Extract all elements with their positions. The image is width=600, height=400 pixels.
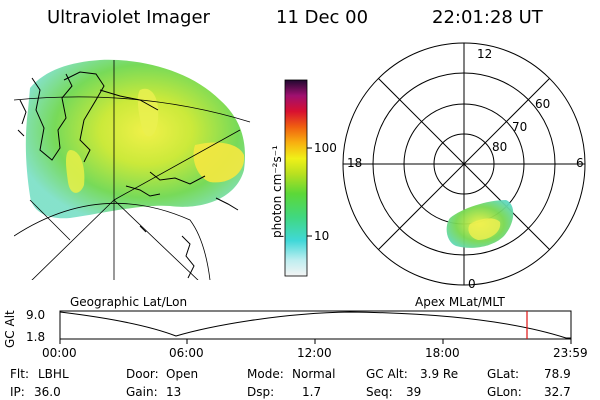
glon-value: 32.7	[544, 385, 571, 399]
mlt-label-0: 0	[468, 277, 476, 291]
flt-label: Flt:	[10, 367, 29, 381]
mlt-label-12: 12	[477, 47, 493, 61]
colorbar	[284, 79, 308, 277]
left-panel-caption: Geographic Lat/Lon	[70, 295, 188, 309]
glon-label: GLon:	[487, 385, 522, 399]
door-value: Open	[166, 367, 199, 381]
altitude-ytick-high: 9.0	[26, 308, 46, 322]
gcalt-label: GC Alt:	[366, 367, 408, 381]
door-label: Door:	[126, 367, 159, 381]
glat-label: GLat:	[487, 367, 520, 381]
time-tick-1800: 18:00	[425, 346, 460, 360]
colorbar-label-10: 10	[314, 229, 330, 243]
mlt-label-18: 18	[347, 156, 363, 170]
polar-plot	[342, 42, 586, 286]
ip-value: 36.0	[34, 385, 61, 399]
time-tick-2359: 23:59	[553, 346, 588, 360]
dsp-label: Dsp:	[247, 385, 275, 399]
ip-label: IP:	[10, 385, 25, 399]
mlat-label-80: 80	[492, 140, 508, 154]
mlat-label-60: 60	[535, 97, 551, 111]
time-tick-0000: 00:00	[42, 346, 77, 360]
gain-value: 13	[166, 385, 182, 399]
colorbar-unit-label: photon cm⁻²s⁻¹	[270, 145, 284, 238]
gain-label: Gain:	[126, 385, 158, 399]
altitude-plot	[59, 310, 572, 344]
time-label: 22:01:28 UT	[432, 7, 543, 28]
time-tick-1200: 12:00	[297, 346, 332, 360]
seq-value: 39	[406, 385, 422, 399]
seq-label: Seq:	[366, 385, 393, 399]
date-label: 11 Dec 00	[276, 7, 369, 28]
instrument-title: Ultraviolet Imager	[47, 7, 210, 28]
mode-label: Mode:	[247, 367, 284, 381]
altitude-ytick-low: 1.8	[26, 330, 46, 344]
right-panel-caption: Apex MLat/MLT	[415, 295, 505, 309]
mlat-label-70: 70	[512, 120, 528, 134]
altitude-curve	[59, 311, 571, 339]
colorbar-label-100: 100	[314, 141, 337, 155]
flt-value: LBHL	[38, 367, 69, 381]
altitude-ylabel: GC Alt	[3, 310, 17, 348]
gcalt-value: 3.9 Re	[420, 367, 459, 381]
mode-value: Normal	[292, 367, 336, 381]
mlt-label-6: 6	[576, 156, 584, 170]
time-tick-0600: 06:00	[169, 346, 204, 360]
geographic-map-panel	[14, 59, 251, 280]
glat-value: 78.9	[544, 367, 571, 381]
dsp-value: 1.7	[302, 385, 322, 399]
